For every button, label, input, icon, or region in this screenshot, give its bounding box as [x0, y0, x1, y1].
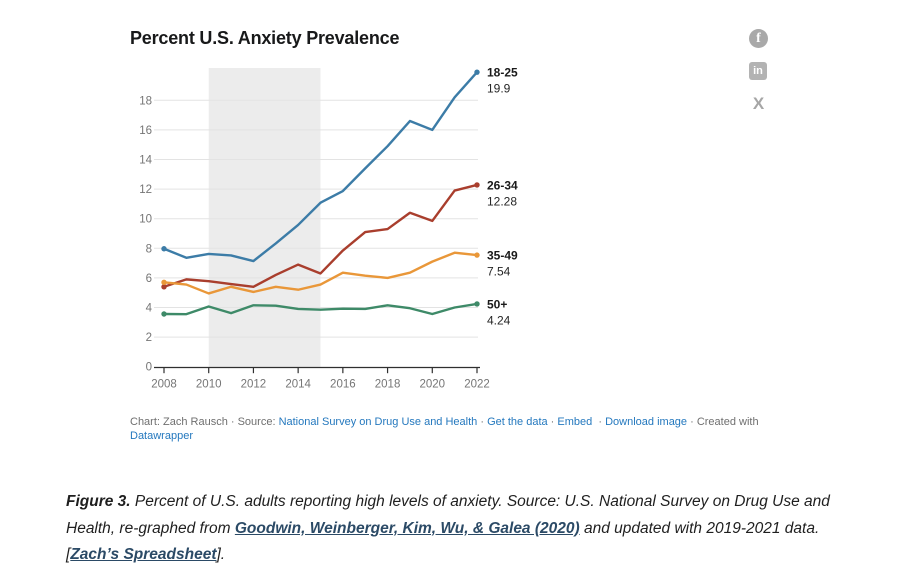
- series-label-26-34: 26-34: [487, 178, 518, 192]
- line-chart: 0 2 4 6 8 10 12 14 16 18 2008 2010 2012 2014 2016 2018 2…: [139, 66, 518, 391]
- datawrapper-link[interactable]: Datawrapper: [130, 430, 193, 442]
- download-image-link[interactable]: Download image: [605, 416, 688, 428]
- shaded-region-2010-2015: [208, 68, 321, 368]
- series-endpoint-18-25: [474, 69, 480, 75]
- series-line-26-34: [162, 183, 479, 288]
- embed-link[interactable]: Embed: [557, 416, 593, 428]
- y-tick-label: 6: [146, 273, 152, 285]
- y-tick-label: 16: [139, 125, 152, 137]
- x-tick-label: 2022: [464, 379, 490, 391]
- series-endpoint-18-25: [161, 246, 167, 252]
- series-value-35-49: 7.54: [487, 265, 511, 279]
- goodwin-paper-link[interactable]: Goodwin, Weinberger, Kim, Wu, & Galea (2…: [234, 519, 580, 537]
- x-tick-label: 2010: [196, 379, 222, 391]
- y-tick-label: 10: [139, 214, 152, 226]
- series-value-50+: 4.24: [487, 313, 511, 327]
- series-line-50+: [162, 302, 479, 316]
- x-tick-label: 2016: [330, 379, 356, 391]
- series-endpoint-26-34: [161, 284, 167, 290]
- series-value-26-34: 12.28: [487, 194, 517, 208]
- figure-caption: Figure 3. Percent of U.S. adults reporti…: [66, 493, 830, 563]
- spreadsheet-link[interactable]: Zach’s Spreadsheet: [70, 546, 217, 563]
- attribution-text: Chart: Zach Rausch · Source:: [130, 416, 279, 428]
- series-endpoint-26-34: [474, 182, 480, 188]
- page-title: Percent U.S. Anxiety Prevalence: [130, 28, 400, 48]
- series-line-18-25: [162, 70, 479, 263]
- y-tick-label: 8: [146, 243, 152, 255]
- figure-number: Figure 3.: [66, 493, 131, 510]
- series-label-18-25: 18-25: [487, 66, 518, 80]
- x-tick-label: 2014: [285, 379, 311, 391]
- source-link[interactable]: National Survey on Drug Use and Health: [278, 416, 478, 428]
- x-tick-label: 2012: [241, 379, 267, 391]
- share-buttons: f in X: [749, 29, 771, 127]
- x-icon[interactable]: X: [752, 94, 765, 113]
- series-label-35-49: 35-49: [487, 249, 518, 263]
- y-tick-label: 4: [146, 303, 153, 315]
- y-tick-label: 2: [146, 332, 152, 344]
- linkedin-icon[interactable]: in: [749, 62, 767, 80]
- x-tick-label: 2018: [375, 379, 401, 391]
- series-endpoint-35-49: [474, 252, 480, 258]
- y-tick-label: 14: [139, 155, 152, 167]
- chart-attribution: Chart: Zach Rausch · Source: National Su…: [130, 416, 759, 442]
- series-endpoint-50+: [474, 301, 480, 307]
- x-tick-label: 2020: [419, 379, 445, 391]
- series-endpoint-50+: [161, 311, 167, 317]
- facebook-icon[interactable]: f: [749, 29, 768, 48]
- series-label-50+: 50+: [487, 297, 507, 311]
- y-tick-label: 18: [139, 95, 152, 107]
- x-tick-label: 2008: [151, 379, 177, 391]
- get-data-link[interactable]: Get the data: [487, 416, 548, 428]
- series-endpoint-35-49: [161, 279, 167, 286]
- y-tick-label: 0: [146, 362, 152, 374]
- series-value-18-25: 19.9: [487, 82, 511, 96]
- y-tick-label: 12: [139, 184, 152, 196]
- series-line-35-49: [162, 251, 479, 295]
